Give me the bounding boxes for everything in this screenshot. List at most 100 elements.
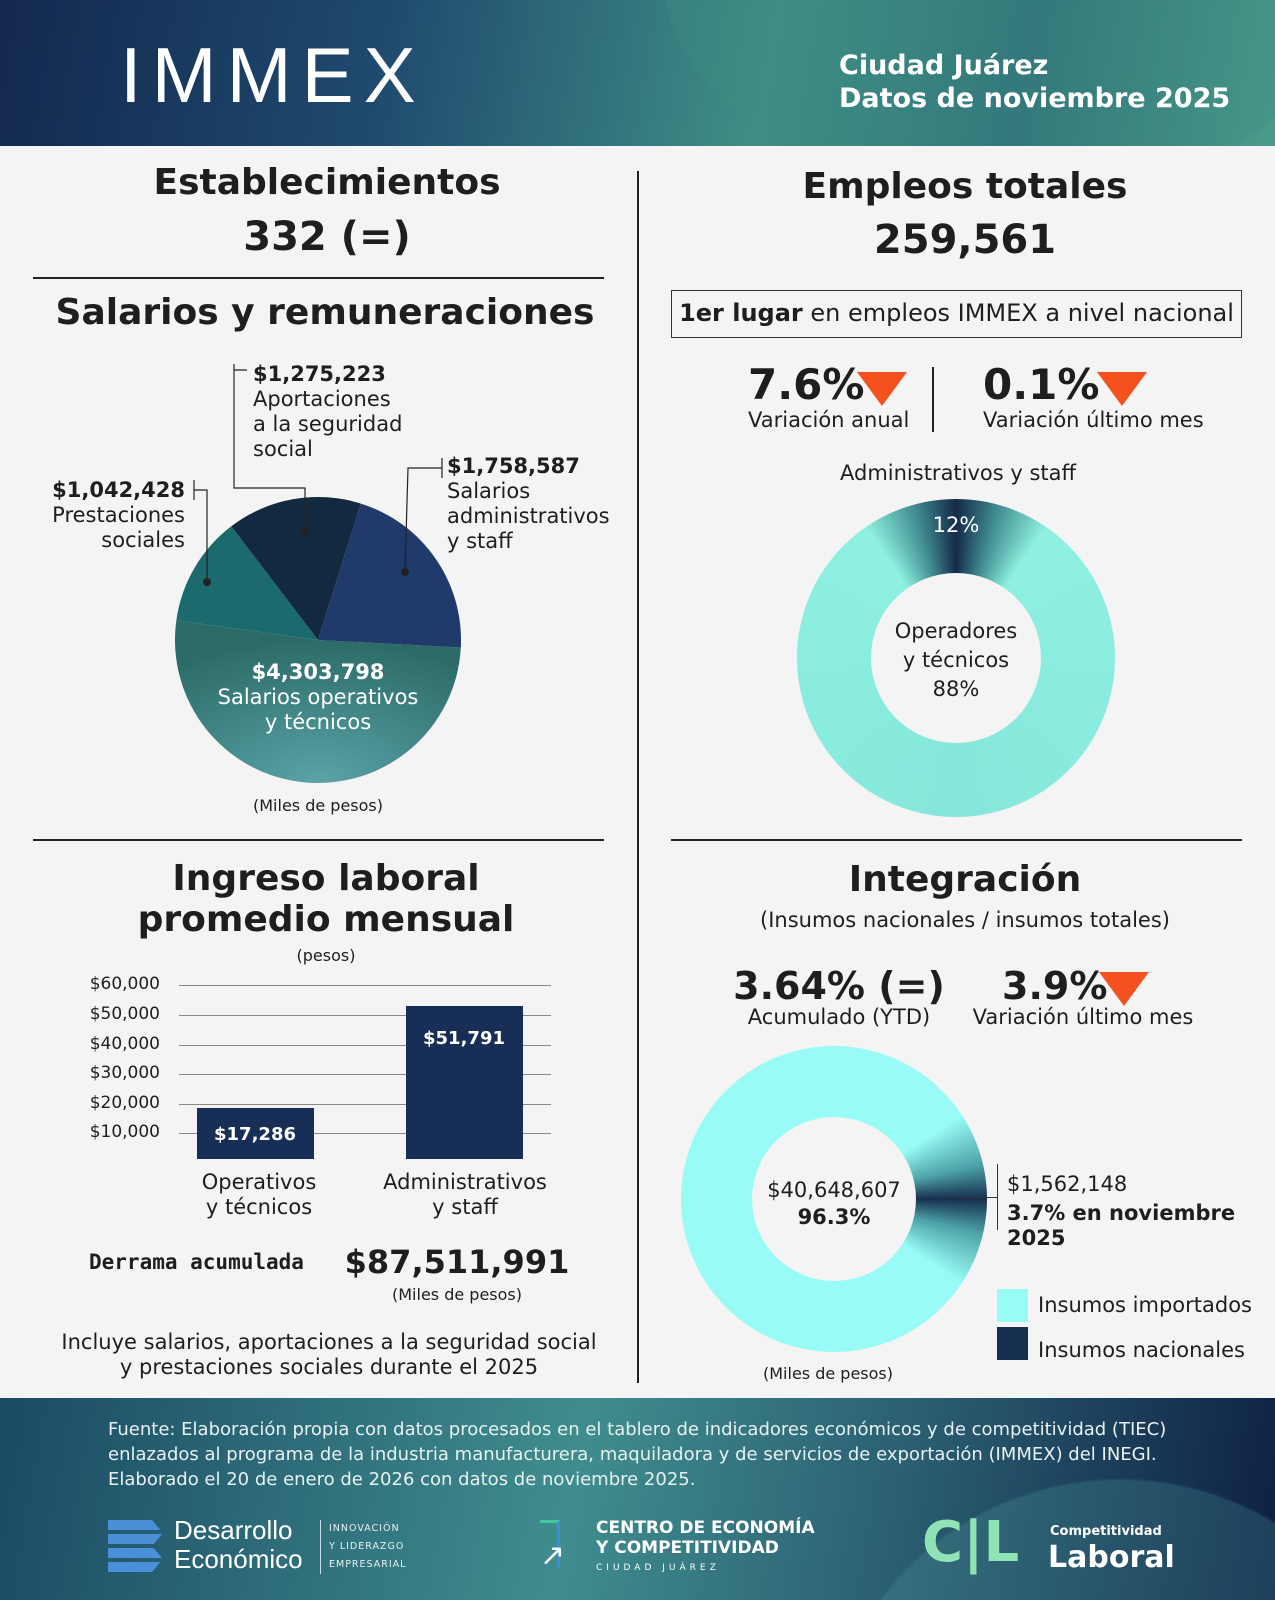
derrama-value: $87,511,991 <box>344 1243 570 1281</box>
pie-label-seguridad: $1,275,223 Aportaciones a la seguridad s… <box>253 362 402 462</box>
pie-value: $1,758,587 <box>447 454 580 478</box>
y-tick-label: $20,000 <box>89 1092 160 1113</box>
salarios-pie-chart <box>174 364 461 784</box>
source-line: Fuente: Elaboración propia con datos pro… <box>108 1419 1167 1440</box>
tag-line: Y LIDERAZGO <box>329 1541 405 1552</box>
legend-label-importados: Insumos importados <box>1038 1293 1252 1317</box>
ingreso-title-line: promedio mensual <box>137 899 515 940</box>
pie-text: Salarios operativos <box>217 685 419 709</box>
derrama-unit: (Miles de pesos) <box>392 1285 522 1304</box>
logo-line: Económico <box>174 1544 303 1574</box>
donut-hole <box>752 1117 916 1281</box>
logo-line: Y COMPETITIVIDAD <box>596 1538 779 1558</box>
category-text: Operativos <box>201 1170 317 1194</box>
stripes-icon <box>108 1520 163 1572</box>
slice-prestaciones <box>176 526 318 640</box>
source-line: Elaborado el 20 de enero de 2026 con dat… <box>108 1469 696 1490</box>
leader-dot <box>401 568 409 576</box>
pie-value: $1,042,428 <box>52 478 185 502</box>
center-text: Operadores <box>894 619 1018 643</box>
ingreso-unit: (pesos) <box>296 946 356 965</box>
kpi-divider <box>932 367 934 432</box>
establecimientos-title: Establecimientos <box>153 162 501 203</box>
pie-text: social <box>253 437 313 461</box>
note-line: y prestaciones sociales durante el 2025 <box>119 1355 539 1379</box>
derrama-note: Incluye salarios, aportaciones a la segu… <box>61 1330 596 1380</box>
salarios-title: Salarios y remuneraciones <box>55 292 595 333</box>
leader-line <box>233 364 306 532</box>
footer: Fuente: Elaboración propia con datos pro… <box>0 1398 1275 1600</box>
ytd-label: Acumulado (YTD) <box>747 1005 931 1029</box>
immex-logo: IMMEX <box>120 31 426 119</box>
gridline <box>179 1015 551 1016</box>
integracion-subtitle: (Insumos nacionales / insumos totales) <box>760 908 1170 932</box>
section-divider <box>671 839 1242 841</box>
down-arrow-icon <box>1099 972 1149 1006</box>
section-divider <box>33 277 604 279</box>
y-tick-label: $10,000 <box>89 1122 160 1143</box>
y-tick-label: $50,000 <box>89 1004 160 1024</box>
nacionales-note: 3.7% en noviembre 2025 <box>1007 1201 1236 1250</box>
slice-operativos <box>174 620 461 784</box>
establecimientos-value: 332 (=) <box>243 214 411 260</box>
bar-value-label: $51,791 <box>423 1027 505 1049</box>
slice-seguridad-social <box>231 497 361 640</box>
pie-text: a la seguridad <box>253 412 403 436</box>
nacionales-value: $1,562,148 <box>1007 1172 1128 1196</box>
bar-category-operativos: Operativos y técnicos <box>202 1170 317 1220</box>
section-divider <box>33 839 604 841</box>
monthly-variation-label: Variación último mes <box>983 408 1204 432</box>
pie-label-prestaciones: $1,042,428 Prestaciones sociales <box>40 478 185 553</box>
logo-line: CIUDAD JUÁREZ <box>596 1563 720 1573</box>
category-text: y técnicos <box>205 1195 313 1219</box>
integracion-title: Integración <box>848 859 1082 900</box>
tag-line: INNOVACIÓN <box>329 1523 400 1534</box>
donut-hole <box>871 573 1041 743</box>
y-tick-label: $60,000 <box>89 974 160 995</box>
source-line: enlazados al programa de la industria ma… <box>108 1444 1157 1465</box>
gridline <box>179 985 551 987</box>
ingreso-title: Ingreso laboral promedio mensual <box>138 858 515 940</box>
category-text: y staff <box>432 1195 498 1219</box>
cl-mark: C|L <box>922 1510 1020 1575</box>
donut-admin-pct: 12% <box>932 513 980 537</box>
pie-text: Prestaciones <box>52 503 185 527</box>
empleos-title: Empleos totales <box>802 166 1128 207</box>
monthly-variation-value: 0.1% <box>983 360 1100 409</box>
leader-dot <box>203 578 211 586</box>
empleos-donut-chart <box>797 499 1115 817</box>
arrow-icon: ↗ <box>540 1538 566 1573</box>
bar <box>406 1005 523 1159</box>
annual-variation-value: 7.6% <box>748 360 865 409</box>
y-tick-label: $30,000 <box>89 1063 160 1084</box>
salarios-unit: (Miles de pesos) <box>253 796 383 815</box>
slice-administrativos <box>318 503 461 648</box>
annual-variation-label: Variación anual <box>748 408 910 432</box>
pie-text: administrativos <box>447 504 610 528</box>
donut-top-label: Administrativos y staff <box>839 461 1077 485</box>
pie-text: sociales <box>101 528 185 552</box>
pie-text: y staff <box>447 529 513 553</box>
down-arrow-icon <box>1097 372 1147 406</box>
category-text: Administrativos <box>383 1170 547 1194</box>
rank-bold: 1er lugar <box>679 299 803 327</box>
bar-category-administrativos: Administrativos y staff <box>383 1170 547 1220</box>
rank-text: en empleos IMMEX a nivel nacional <box>802 299 1234 327</box>
gridline <box>179 1044 551 1046</box>
pie-text: y técnicos <box>264 710 372 734</box>
rank-box: 1er lugar en empleos IMMEX a nivel nacio… <box>671 290 1242 338</box>
donut-center-value: $40,648,607 <box>767 1178 901 1202</box>
annotation-leader <box>947 1197 997 1198</box>
center-text: y técnicos <box>902 648 1010 672</box>
donut-center-pct: 96.3% <box>797 1205 871 1229</box>
gridline <box>179 1133 551 1135</box>
logo-text: Desarrollo Económico <box>174 1516 303 1574</box>
gridline <box>179 1103 551 1105</box>
pie-label-administrativos: $1,758,587 Salarios administrativos y st… <box>447 454 610 554</box>
note-line: Incluye salarios, aportaciones a la segu… <box>61 1330 597 1354</box>
pie-text: Salarios <box>447 479 531 503</box>
y-tick-label: $40,000 <box>89 1033 160 1054</box>
integracion-unit: (Miles de pesos) <box>763 1364 893 1383</box>
leader-line <box>404 458 443 573</box>
pie-label-operativos: $4,303,798 Salarios operativos y técnico… <box>218 660 419 735</box>
